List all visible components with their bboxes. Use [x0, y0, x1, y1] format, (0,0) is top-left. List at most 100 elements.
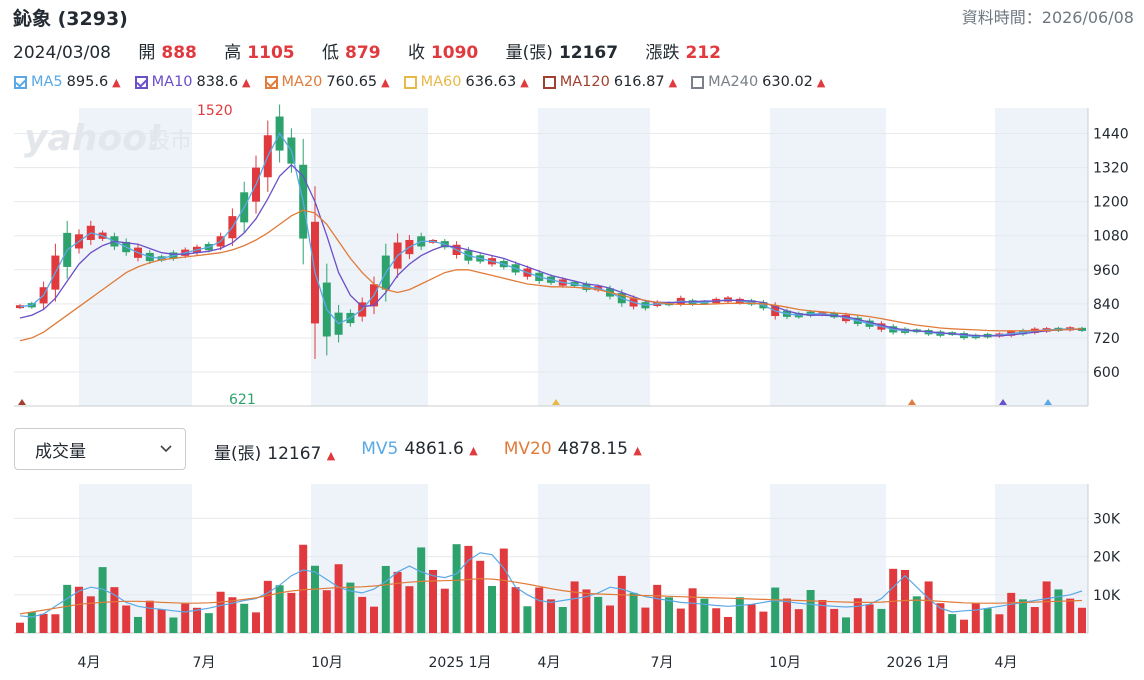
volume-bar — [204, 613, 213, 633]
volume-bar — [535, 587, 544, 633]
volume-tick-label: 30K — [1093, 511, 1121, 527]
change-value: 212 — [685, 43, 722, 63]
volume-bar — [334, 564, 343, 633]
volume-bar — [322, 590, 331, 633]
up-arrow-icon: ▲ — [381, 75, 390, 89]
volume-bar — [676, 608, 685, 633]
ma-legend-ma20[interactable]: MA20 760.65 ▲ — [264, 74, 390, 90]
ma-name: MA120 — [559, 74, 610, 90]
checkbox-checked-icon[interactable] — [264, 75, 278, 89]
volume-bar — [440, 588, 449, 633]
price-tick-label: 1320 — [1093, 161, 1129, 177]
change-label: 漲跌 — [645, 43, 680, 63]
price-tick-label: 1440 — [1093, 127, 1129, 143]
volume-bar — [983, 608, 992, 633]
volume-bar — [995, 614, 1004, 633]
volume-bar — [735, 597, 744, 633]
volume-bar — [924, 581, 933, 633]
high-value: 1105 — [247, 43, 295, 63]
volume-bar — [771, 587, 780, 633]
checkbox-icon[interactable] — [403, 75, 417, 89]
volume-bar — [169, 617, 178, 633]
x-axis-label: 4月 — [78, 655, 101, 671]
volume-bar — [275, 585, 284, 633]
low-label: 低 — [322, 43, 340, 63]
ma-legend-ma5[interactable]: MA5 895.6 ▲ — [14, 74, 121, 90]
volume-bar — [617, 575, 626, 633]
ma-name: MA240 — [708, 74, 759, 90]
checkbox-icon[interactable] — [691, 75, 705, 89]
mv-line-mv5 — [19, 552, 1083, 618]
ma-legend-ma120[interactable]: MA120 616.87 ▲ — [542, 74, 677, 90]
volume-bar — [263, 580, 272, 633]
signal-marker-icon — [552, 399, 560, 405]
indicator-select-label: 成交量 — [35, 441, 86, 462]
volume-bar — [1007, 592, 1016, 633]
open-label: 開 — [138, 43, 156, 63]
month-band — [538, 108, 650, 406]
checkbox-checked-icon[interactable] — [134, 75, 148, 89]
ma-value: 760.65 — [326, 74, 378, 90]
ma-value: 895.6 — [66, 74, 109, 90]
volume-bar — [381, 565, 390, 633]
close-value: 1090 — [430, 43, 479, 63]
x-axis-label: 10月 — [311, 655, 343, 671]
volume-bar — [558, 607, 567, 633]
volume-bar — [145, 600, 154, 633]
checkbox-icon[interactable] — [542, 75, 556, 89]
volume-bar — [1042, 581, 1051, 633]
volume-tick-label: 10K — [1093, 588, 1121, 604]
volume-bar — [794, 609, 803, 633]
volume-bar — [86, 596, 95, 633]
volume-bar — [523, 606, 532, 633]
up-arrow-icon: ▲ — [242, 75, 251, 89]
x-axis-label: 10月 — [769, 655, 801, 671]
volume-bar — [783, 598, 791, 633]
month-band — [770, 108, 886, 406]
ma-line-ma20 — [19, 209, 1083, 342]
high-label: 高 — [224, 43, 242, 63]
volume-bar — [27, 612, 36, 633]
indicator-select[interactable]: 成交量 — [14, 428, 186, 470]
data-timestamp: 資料時間：2026/06/08 — [961, 8, 1134, 27]
volume-bar — [629, 592, 638, 633]
ma-value: 636.63 — [465, 74, 517, 90]
volume-bar — [1019, 599, 1027, 633]
price-tick-label: 1200 — [1093, 195, 1129, 211]
volume-bar — [299, 544, 308, 633]
ma-line-ma10 — [19, 163, 1082, 337]
volume-bar — [134, 616, 142, 633]
high-annotation: 1520 — [197, 103, 233, 119]
yahoo-watermark: yahoo! — [24, 118, 163, 159]
mv20-legend-item: MV20 4878.15 ▲ — [504, 439, 642, 464]
volume-bar — [948, 614, 957, 633]
x-axis-label: 7月 — [193, 655, 216, 671]
ma-value: 630.02 — [762, 74, 813, 90]
volume-bar — [311, 565, 319, 633]
volume-bar — [877, 608, 886, 633]
ma-legend-ma60[interactable]: MA60 636.63 ▲ — [403, 74, 529, 90]
close-label: 收 — [407, 43, 425, 63]
signal-marker-icon — [1044, 399, 1052, 405]
volume-bar — [1030, 607, 1039, 633]
ma-legend-ma240[interactable]: MA240 630.02 ▲ — [691, 74, 825, 90]
volume-bar — [252, 612, 260, 633]
price-tick-label: 1080 — [1093, 229, 1129, 245]
low-value: 879 — [345, 43, 381, 63]
volume-chart[interactable]: 10K 20K 30K 4月 7月 10月 2025 1月 4月 7月 10月 2026 1月 4月 — [0, 480, 1144, 680]
volume-bar — [724, 616, 732, 633]
volume-bar — [429, 569, 437, 633]
vol-value: 12167 — [267, 444, 322, 464]
ma-name: MA10 — [151, 74, 193, 90]
volume-value: 12167 — [558, 43, 619, 63]
volume-bar — [806, 590, 815, 633]
up-arrow-icon: ▲ — [469, 444, 478, 457]
volume-bar — [960, 619, 968, 633]
volume-bar — [181, 603, 190, 633]
price-chart[interactable]: 600 720 840 960 1080 1200 1320 1440 yahoo!股市 1520… — [0, 100, 1144, 412]
ma-legend-ma10[interactable]: MA10 838.6 ▲ — [134, 74, 251, 90]
vol-legend-item: 量(張) 12167 ▲ — [214, 439, 335, 464]
volume-bar — [547, 599, 555, 633]
quote-date: 2024/03/08 — [13, 43, 111, 63]
checkbox-checked-icon[interactable] — [14, 75, 27, 89]
